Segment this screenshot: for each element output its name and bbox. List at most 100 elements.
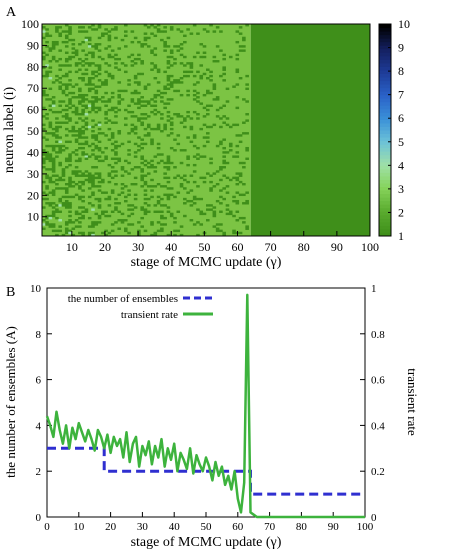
colorbar-cell bbox=[379, 94, 391, 99]
heatmap-cell bbox=[45, 202, 49, 205]
heatmap-cell bbox=[179, 161, 184, 165]
heatmap-cell bbox=[45, 98, 49, 101]
heatmap-y-axis-label: neuron label (i) bbox=[2, 87, 17, 174]
heatmap-cell bbox=[212, 214, 217, 218]
heatmap-cell bbox=[186, 157, 190, 160]
heatmap-cell bbox=[94, 28, 99, 31]
heatmap-cell bbox=[68, 83, 72, 86]
heatmap-cell bbox=[189, 64, 194, 67]
heatmap-cell bbox=[140, 208, 144, 211]
heatmap-cell bbox=[133, 183, 138, 186]
heatmap-cell bbox=[84, 30, 89, 33]
heatmap-cell bbox=[61, 174, 66, 177]
heatmap-cell bbox=[146, 166, 151, 169]
heatmap-cell bbox=[81, 180, 85, 184]
heatmap-x-tick-label: 90 bbox=[331, 240, 343, 254]
heatmap-cell bbox=[74, 159, 79, 163]
heatmap-cell bbox=[219, 168, 223, 171]
heatmap-cell bbox=[160, 100, 164, 103]
heatmap-cell bbox=[133, 197, 138, 201]
heatmap-cell bbox=[189, 127, 194, 131]
heatmap-cell bbox=[169, 83, 174, 86]
heatmap-cell bbox=[55, 210, 59, 213]
heatmap-cell bbox=[133, 57, 138, 61]
heatmap-cell bbox=[166, 233, 171, 237]
heatmap-y-tick-label: 90 bbox=[27, 38, 39, 52]
heatmap-cell bbox=[84, 113, 89, 116]
heatmap-cell bbox=[64, 36, 69, 40]
heatmap-cell bbox=[206, 77, 210, 80]
heatmap-cell bbox=[196, 51, 200, 54]
heatmap-cell bbox=[232, 176, 236, 180]
heatmap-cell bbox=[169, 28, 174, 31]
heatmap-cell bbox=[94, 64, 99, 67]
heatmap-cell bbox=[219, 210, 223, 213]
heatmap-cell bbox=[51, 174, 56, 177]
heatmap-cell bbox=[176, 28, 181, 31]
heatmap-cell bbox=[133, 36, 138, 40]
heatmap-cell bbox=[64, 24, 69, 27]
heatmap-cell bbox=[124, 170, 128, 173]
heatmap-cell bbox=[176, 210, 181, 213]
heatmap-cell bbox=[78, 77, 82, 80]
heatmap-cell bbox=[153, 210, 158, 213]
colorbar-cell bbox=[379, 66, 391, 71]
heatmap-cell bbox=[183, 70, 187, 74]
heatmap-cell bbox=[235, 191, 240, 194]
heatmap-cell bbox=[192, 134, 197, 137]
heatmap-cell bbox=[225, 151, 230, 154]
heatmap-cell bbox=[212, 83, 217, 86]
heatmap-cell bbox=[74, 166, 79, 169]
heatmap-cell bbox=[87, 87, 92, 91]
heatmap-cell bbox=[209, 125, 213, 129]
heatmap-cell bbox=[186, 28, 190, 31]
heatmap-cell bbox=[84, 83, 89, 86]
heatmap-cell bbox=[45, 157, 49, 160]
heatmap-cell bbox=[51, 206, 56, 209]
heatmap-cell bbox=[45, 113, 49, 116]
heatmap-cell bbox=[238, 26, 243, 29]
heatmap-cell bbox=[202, 45, 207, 48]
heatmap-cell bbox=[104, 100, 108, 103]
heatmap-cell bbox=[127, 132, 131, 135]
heatmap-cell bbox=[61, 178, 66, 182]
heatmap-cell bbox=[114, 115, 118, 118]
heatmap-cell bbox=[74, 108, 79, 112]
heatmap-cell bbox=[235, 30, 240, 33]
heatmap-cell bbox=[78, 100, 82, 103]
heatmap-cell bbox=[225, 208, 230, 211]
heatmap-cell bbox=[84, 208, 89, 211]
heatmap-cell bbox=[215, 144, 220, 148]
heatmap-cell bbox=[140, 206, 144, 209]
heatmap-cell bbox=[133, 193, 138, 197]
heatmap-cell bbox=[120, 142, 125, 146]
heatmap-cell bbox=[150, 127, 154, 131]
heatmap-cell bbox=[81, 174, 85, 177]
heatmap-cell bbox=[104, 110, 108, 114]
heatmap-cell bbox=[166, 74, 171, 78]
heatmap-cell bbox=[78, 221, 82, 224]
colorbar-cell bbox=[379, 154, 391, 159]
heatmap-cell bbox=[140, 100, 144, 103]
heatmap-cell bbox=[55, 229, 59, 233]
heatmap-cell bbox=[51, 168, 56, 171]
heatmap-cell bbox=[215, 115, 220, 118]
heatmap-cell bbox=[45, 45, 49, 48]
heatmap-cell bbox=[97, 26, 102, 29]
heatmap-cell bbox=[42, 197, 46, 201]
heatmap-cell bbox=[61, 168, 66, 171]
heatmap-y-tick-label: 30 bbox=[27, 167, 39, 181]
heatmap-cell bbox=[104, 157, 108, 160]
heatmap-cell bbox=[176, 191, 181, 194]
heatmap-cell bbox=[110, 28, 115, 31]
heatmap-cell bbox=[48, 159, 53, 163]
heatmap-cell bbox=[91, 28, 95, 31]
heatmap-cell bbox=[78, 157, 82, 160]
heatmap-cell bbox=[209, 161, 213, 165]
legend-label-transient: transient rate bbox=[121, 309, 178, 321]
heatmap-cell bbox=[74, 70, 79, 74]
heatmap-cell bbox=[117, 93, 122, 97]
heatmap-cell bbox=[202, 28, 207, 31]
colorbar-cell bbox=[379, 24, 391, 29]
heatmap-cell bbox=[156, 142, 161, 146]
